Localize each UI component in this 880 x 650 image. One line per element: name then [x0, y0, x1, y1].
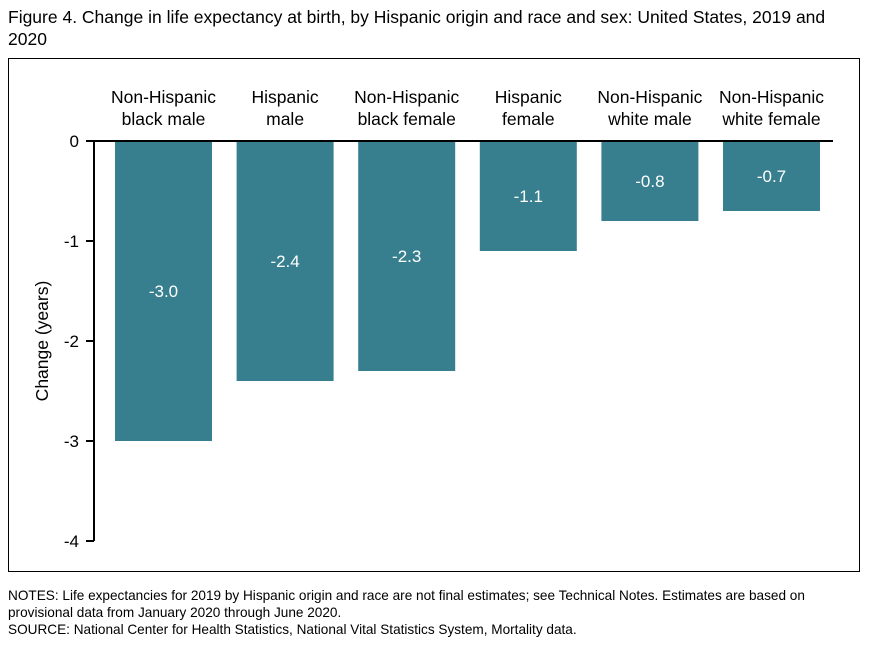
category-label-3-line-1: female [502, 109, 555, 129]
value-label-0: -3.0 [149, 282, 178, 301]
category-label-1-line-1: male [266, 109, 304, 129]
y-tick-label-0: 0 [70, 132, 79, 151]
notes-text: NOTES: Life expectancies for 2019 by His… [8, 588, 805, 620]
category-label-0-line-0: Non-Hispanic [111, 87, 216, 107]
figure-notes: NOTES: Life expectancies for 2019 by His… [8, 587, 873, 638]
bar-chart: -3.0-2.4 -2.3-1.1-0.8 -0.7 Non-Hispanicbla… [32, 87, 833, 551]
y-tick-label-3: -3 [64, 432, 79, 451]
category-label-1-line-0: Hispanic [252, 87, 319, 107]
figure-title: Figure 4. Change in life expectancy at b… [8, 7, 826, 49]
category-label-3-line-0: Hispanic [495, 87, 562, 107]
bar-5 [723, 141, 820, 211]
category-label-0-line-1: black male [122, 109, 206, 129]
value-label-5: -0.7 [757, 167, 786, 186]
category-label-4-line-0: Non-Hispanic [597, 87, 702, 107]
bar-0 [115, 141, 212, 441]
y-axis-group: 0 -1 -2 -3 -4 [64, 132, 833, 551]
bar-1 [236, 141, 334, 381]
chart-frame [8, 58, 860, 572]
category-label-4-line-1: white male [607, 109, 692, 129]
y-tick-label-1: -1 [64, 232, 79, 251]
bar-2 [358, 141, 456, 371]
value-label-3: -1.1 [514, 187, 543, 206]
bar-3 [479, 141, 577, 251]
y-axis-title: Change (years) [32, 281, 52, 402]
category-label-2-line-0: Non-Hispanic [354, 87, 459, 107]
y-tick-label-2: -2 [64, 332, 79, 351]
y-tick-label-4: -4 [64, 532, 79, 551]
value-labels-group: -3.0 -2.4 -2.3 -1.1 -0.8 -0.7 [149, 167, 786, 301]
category-label-5-line-1: white female [721, 109, 820, 129]
value-label-2: -2.3 [392, 247, 421, 266]
category-label-5-line-0: Non-Hispanic [719, 87, 824, 107]
bar-4 [601, 141, 699, 221]
value-label-4: -0.8 [635, 172, 664, 191]
source-text: SOURCE: National Center for Health Stati… [8, 622, 577, 637]
bars-group [115, 141, 820, 441]
category-label-2-line-1: black female [358, 109, 456, 129]
value-label-1: -2.4 [270, 252, 299, 271]
